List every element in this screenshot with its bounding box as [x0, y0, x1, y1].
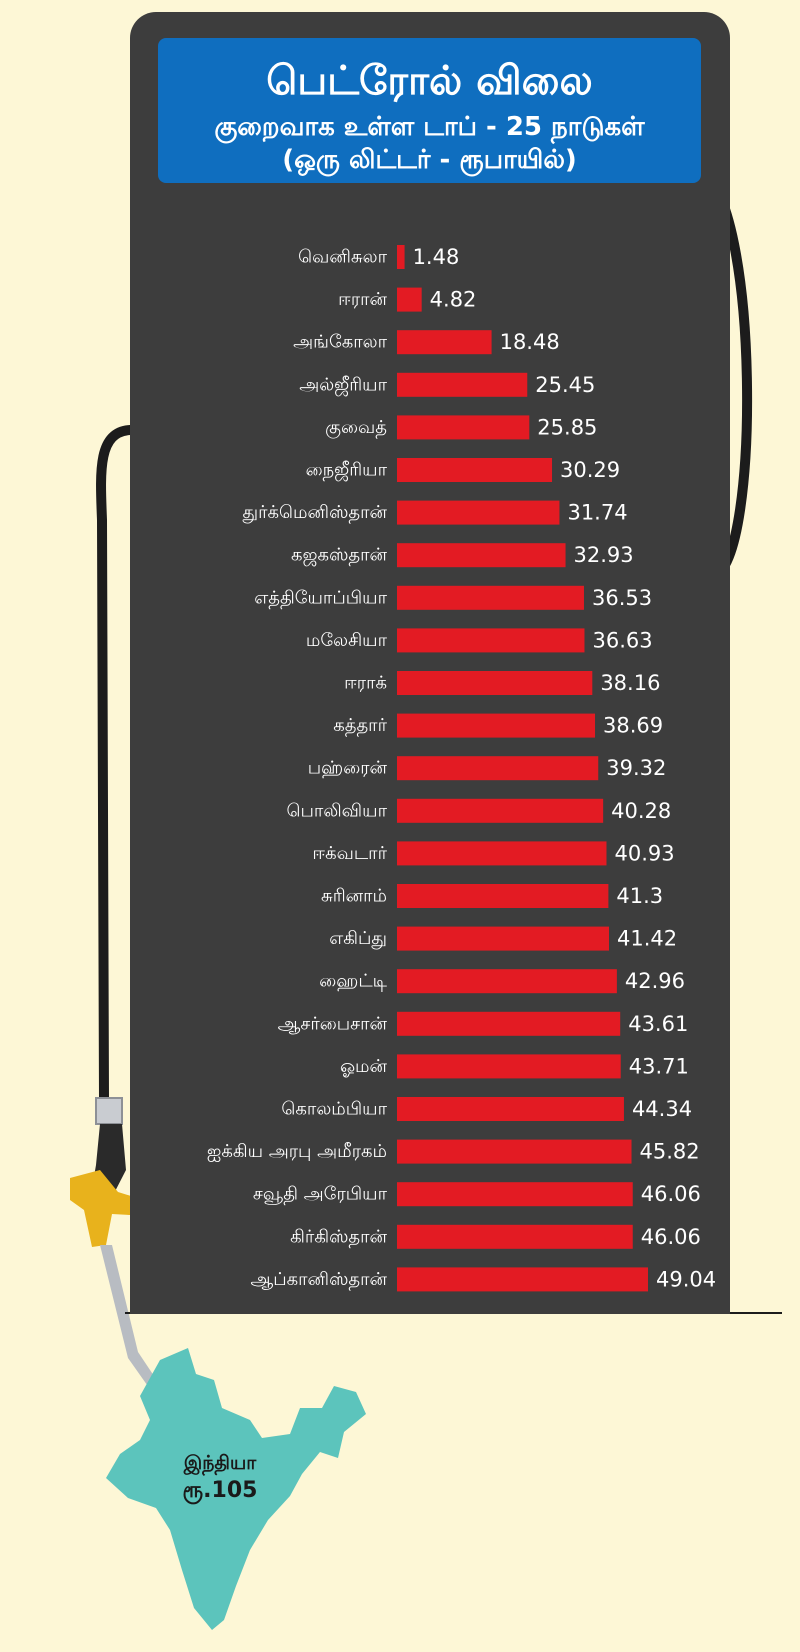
- category-label: நைஜீரியா: [306, 460, 388, 482]
- bar: [397, 585, 584, 610]
- bar: [397, 841, 607, 866]
- category-label: ஈக்வடார்: [312, 843, 387, 864]
- category-label: ஈரான்: [338, 289, 387, 310]
- value-label: 41.42: [617, 927, 677, 951]
- value-label: 1.48: [413, 245, 460, 269]
- category-label: வெனிசுலா: [298, 247, 387, 268]
- bar: [397, 628, 585, 653]
- bar: [397, 926, 609, 951]
- category-label: அல்ஜீரியா: [299, 374, 387, 396]
- nozzle-grip: [70, 1170, 144, 1247]
- category-label: ஈராக்: [344, 673, 387, 694]
- value-label: 40.28: [611, 799, 671, 823]
- bar: [397, 415, 530, 440]
- value-label: 36.63: [592, 628, 652, 652]
- value-label: 36.53: [592, 586, 652, 610]
- category-label: ஹைட்டி: [319, 971, 387, 992]
- value-label: 4.82: [430, 288, 477, 312]
- category-label: அங்கோலா: [293, 332, 387, 353]
- value-label: 44.34: [632, 1097, 692, 1121]
- bar: [397, 287, 422, 312]
- value-label: 39.32: [606, 756, 666, 780]
- value-label: 38.16: [600, 671, 660, 695]
- bar: [397, 458, 553, 482]
- value-label: 25.85: [537, 415, 597, 439]
- value-label: 42.96: [625, 969, 685, 993]
- category-label: கிர்கிஸ்தான்: [290, 1226, 387, 1248]
- bar: [397, 1224, 633, 1249]
- bar: [397, 1097, 624, 1121]
- category-label: பொலிவியா: [287, 800, 388, 821]
- chart-subtitle: குறைவாக உள்ள டாப் - 25 நாடுகள்: [214, 112, 645, 142]
- category-label: ஆசர்பைசான்: [278, 1013, 388, 1034]
- category-label: மலேசியா: [306, 630, 388, 651]
- value-label: 43.61: [628, 1012, 688, 1036]
- category-label: துர்க்மெனிஸ்தான்: [243, 502, 388, 524]
- category-label: ஓமன்: [340, 1056, 388, 1077]
- value-label: 41.3: [616, 884, 663, 908]
- category-label: சுரினாம்: [321, 886, 387, 907]
- value-label: 31.74: [567, 501, 627, 525]
- category-label: கஜகஸ்தான்: [291, 545, 388, 567]
- value-label: 43.71: [629, 1054, 689, 1078]
- bar: [397, 1182, 633, 1207]
- unit-note: (ஒரு லிட்டர் - ரூபாயில்): [282, 145, 577, 175]
- bar: [397, 756, 599, 781]
- value-label: 40.93: [614, 841, 674, 865]
- bar: [397, 671, 593, 695]
- nozzle-spout: [100, 1245, 160, 1392]
- india-label: இந்தியா: [183, 1452, 257, 1474]
- bar: [397, 884, 609, 908]
- value-label: 46.06: [641, 1182, 701, 1206]
- bar: [397, 372, 528, 397]
- value-label: 30.29: [560, 458, 620, 482]
- bar: [397, 543, 566, 568]
- value-label: 46.06: [641, 1225, 701, 1249]
- bar: [397, 1267, 648, 1292]
- bar: [397, 969, 617, 994]
- value-label: 38.69: [603, 714, 663, 738]
- bar: [397, 1139, 632, 1164]
- category-label: எத்தியோப்பியா: [254, 587, 387, 609]
- bar: [397, 713, 596, 738]
- category-label: ஆப்கானிஸ்தான்: [250, 1269, 387, 1291]
- bar: [397, 500, 560, 525]
- india-price: ரூ.105: [182, 1478, 258, 1503]
- value-label: 18.48: [500, 330, 560, 354]
- bar: [397, 1054, 621, 1079]
- category-label: எகிப்து: [329, 928, 387, 949]
- category-label: பஹ்ரைன்: [308, 758, 388, 779]
- title-banner: பெட்ரோல் விலை குறைவாக உள்ள டாப் - 25 நாட…: [158, 38, 701, 183]
- category-label: சவூதி அரேபியா: [253, 1184, 388, 1206]
- value-label: 25.45: [535, 373, 595, 397]
- chart-title: பெட்ரோல் விலை: [266, 58, 593, 104]
- bar: [397, 330, 492, 355]
- category-label: கொலம்பியா: [281, 1099, 387, 1120]
- india-map-icon: [106, 1348, 366, 1630]
- fuel-hose-lower: [96, 425, 135, 1105]
- category-label: ஐக்கிய அரபு அமீரகம்: [207, 1141, 387, 1162]
- value-label: 49.04: [656, 1267, 716, 1291]
- bar: [397, 798, 604, 823]
- category-label: குவைத்: [325, 417, 387, 439]
- value-label: 32.93: [574, 543, 634, 567]
- bar: [397, 245, 405, 269]
- bar: [397, 1011, 621, 1036]
- category-label: கத்தார்: [333, 715, 387, 737]
- value-label: 45.82: [640, 1140, 700, 1164]
